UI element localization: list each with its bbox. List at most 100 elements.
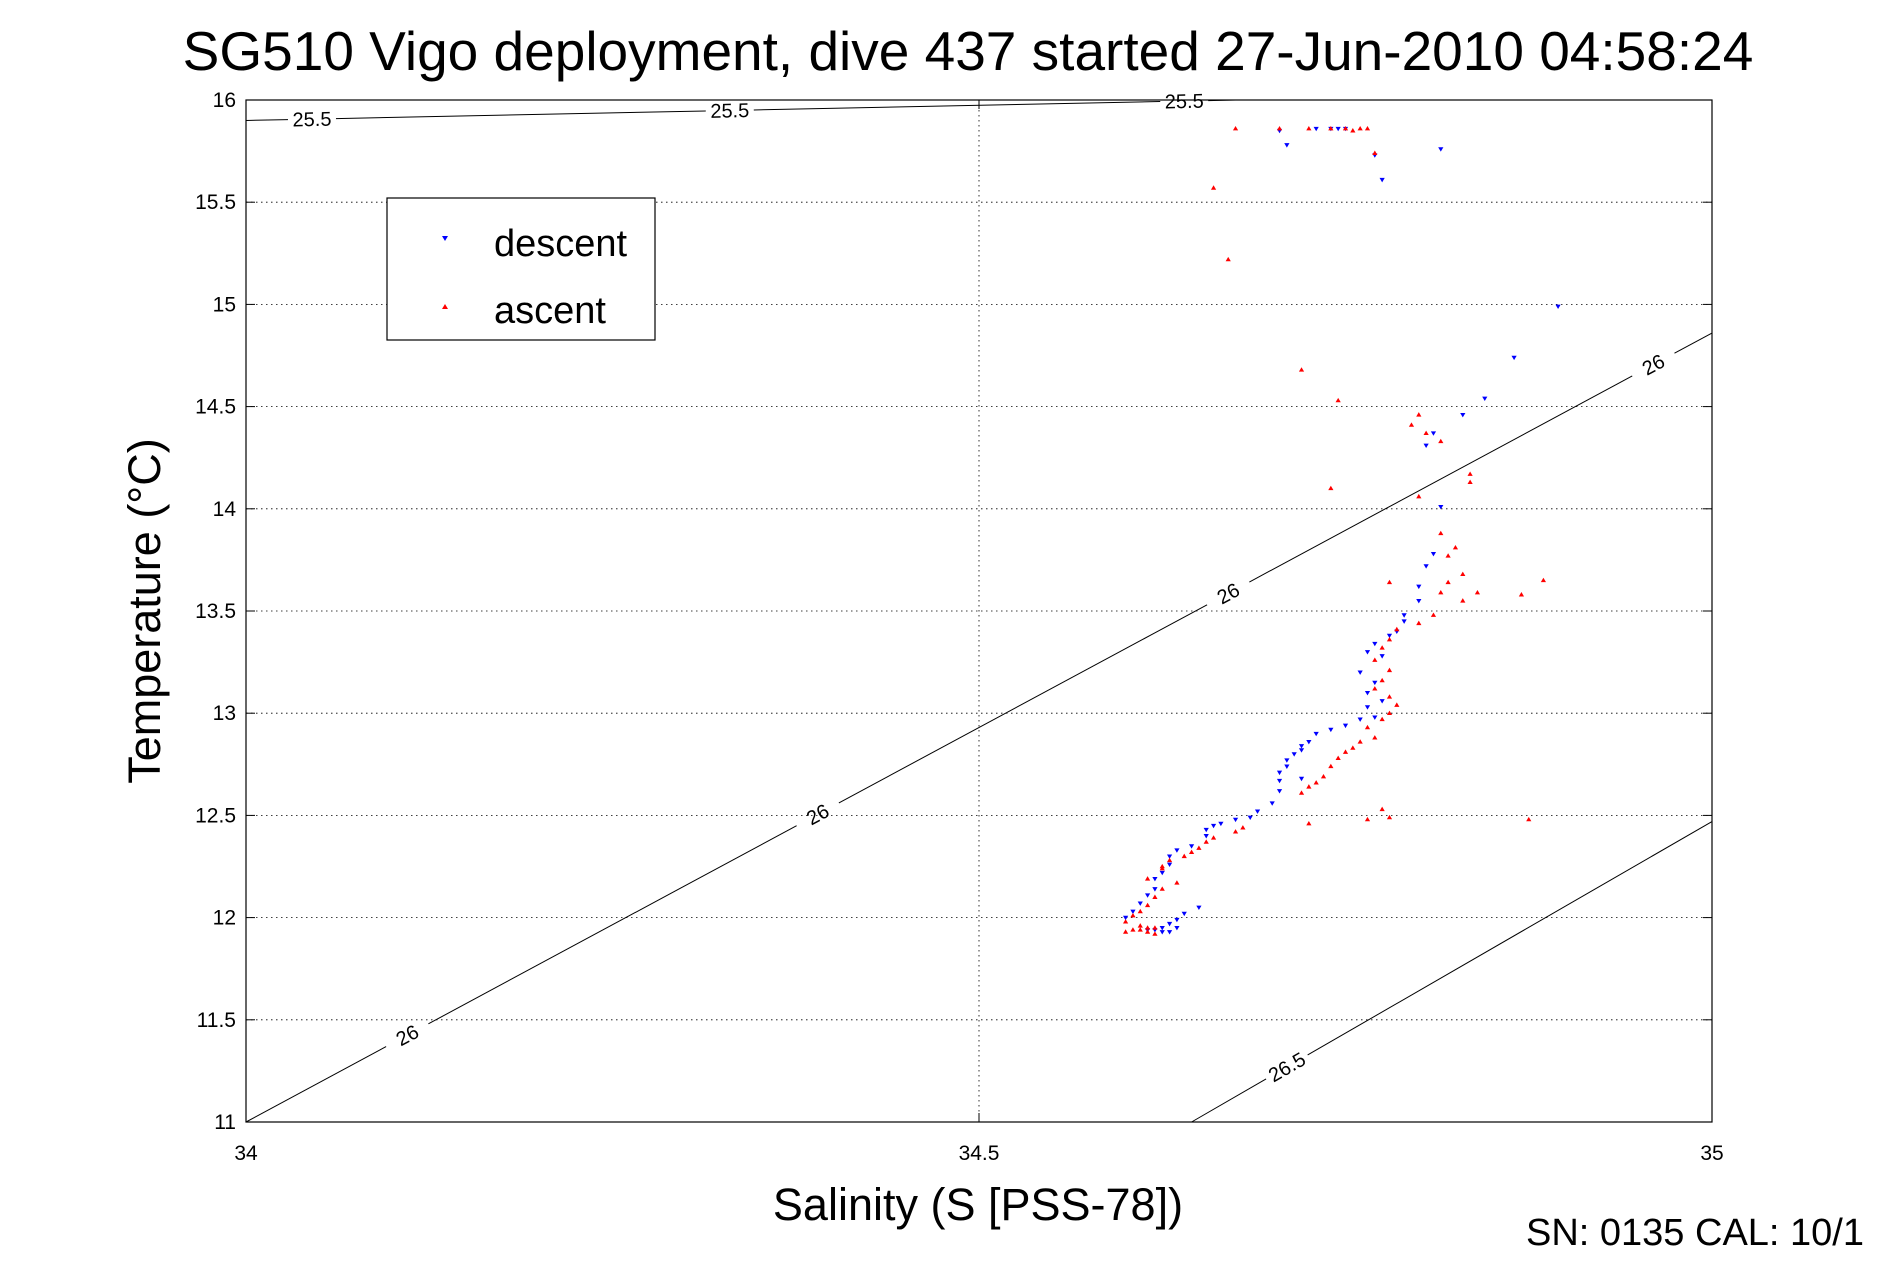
ascent-point xyxy=(1320,773,1327,779)
ascent-point xyxy=(1386,814,1393,820)
contour-line-segment xyxy=(245,119,288,121)
descent-point xyxy=(1269,801,1275,806)
ascent-point xyxy=(1152,894,1158,899)
descent-point xyxy=(1438,504,1444,510)
ascent-point xyxy=(1386,710,1393,715)
descent-point xyxy=(1291,752,1297,757)
contour-label: 25.5 xyxy=(1165,91,1204,114)
ascent-point xyxy=(1137,908,1143,914)
ascent-point xyxy=(1210,185,1217,190)
descent-point xyxy=(1386,633,1393,639)
descent-point xyxy=(1357,717,1363,722)
ascent-point xyxy=(1445,553,1451,558)
ascent-point xyxy=(1438,438,1444,444)
legend: descent ascent xyxy=(386,197,656,341)
descent-point xyxy=(1328,727,1334,733)
descent-point xyxy=(1482,396,1488,402)
ascent-point xyxy=(1372,735,1378,740)
ascent-point xyxy=(1386,694,1393,699)
ascent-point xyxy=(1430,612,1437,617)
descent-point xyxy=(1423,443,1429,449)
descent-point xyxy=(1159,926,1165,931)
ascent-point xyxy=(1335,755,1341,760)
y-tick-label: 15.5 xyxy=(195,191,236,214)
ascent-point xyxy=(1460,571,1466,577)
ascent-point xyxy=(1152,931,1158,936)
descent-point xyxy=(1313,126,1319,132)
ascent-point xyxy=(1328,485,1334,491)
descent-point xyxy=(1232,817,1239,823)
ascent-point xyxy=(1298,790,1305,795)
x-tick-label: 35 xyxy=(1700,1142,1723,1165)
y-tick-label: 11 xyxy=(214,1111,236,1134)
ascent-point xyxy=(1372,657,1378,662)
ascent-point xyxy=(1540,577,1547,583)
ascent-point xyxy=(1144,902,1151,908)
ascent-point xyxy=(1174,880,1180,885)
descent-point xyxy=(1438,147,1444,152)
descent-point xyxy=(1188,844,1195,849)
descent-point xyxy=(1379,177,1385,183)
ascent-point xyxy=(1328,763,1334,769)
ascent-point xyxy=(1203,839,1209,844)
descent-point xyxy=(1166,921,1173,927)
x-axis-label: Salinity (S [PSS-78]) xyxy=(773,1179,1183,1230)
contour-label: 25.5 xyxy=(292,109,331,132)
ascent-point xyxy=(1460,598,1466,603)
descent-point xyxy=(1460,412,1466,418)
ascent-point xyxy=(1467,471,1473,476)
contour-line-segment xyxy=(428,825,797,1025)
contour-line-segment xyxy=(1307,821,1713,1056)
contour-line-segment xyxy=(245,1046,387,1123)
descent-point xyxy=(1137,901,1143,906)
descent-point xyxy=(1276,778,1283,784)
ascent-point xyxy=(1394,702,1400,707)
ascent-point xyxy=(1313,780,1319,785)
ascent-point xyxy=(1379,806,1385,812)
ascent-point xyxy=(1130,912,1136,918)
y-tick-label: 12 xyxy=(213,907,236,930)
descent-point xyxy=(1430,551,1437,557)
ascent-point xyxy=(1408,422,1415,427)
legend-ascent-label: ascent xyxy=(494,290,606,332)
x-tick-label: 34 xyxy=(234,1142,258,1165)
descent-point xyxy=(1511,355,1517,361)
legend-box xyxy=(386,197,656,341)
ascent-point xyxy=(1137,923,1143,928)
ascent-point xyxy=(1518,592,1525,597)
descent-point xyxy=(1372,680,1378,686)
ascent-point xyxy=(1416,493,1422,499)
descent-point xyxy=(1379,699,1385,704)
ascent-point xyxy=(1276,126,1283,131)
descent-point xyxy=(1313,731,1319,737)
descent-point xyxy=(1364,705,1371,710)
descent-point xyxy=(1401,613,1407,618)
descent-point xyxy=(1196,905,1202,910)
ascent-point xyxy=(1130,927,1136,932)
ascent-point xyxy=(1357,126,1363,131)
ascent-point xyxy=(1386,667,1393,673)
contour-line-segment xyxy=(1191,1078,1267,1123)
ascent-point xyxy=(1159,886,1165,891)
descent-point xyxy=(1379,654,1385,659)
descent-point xyxy=(1372,641,1378,647)
ascent-point xyxy=(1328,126,1334,131)
contour-line-segment xyxy=(1249,375,1633,583)
descent-point xyxy=(1166,930,1173,935)
descent-point xyxy=(1174,848,1180,853)
legend-descent-marker xyxy=(442,236,448,241)
chart-title: SG510 Vigo deployment, dive 437 started … xyxy=(183,20,1754,82)
descent-point xyxy=(1284,764,1290,769)
ascent-point xyxy=(1298,367,1305,372)
y-tick-label: 11.5 xyxy=(197,1009,236,1032)
ascent-point xyxy=(1526,816,1532,822)
ascent-point xyxy=(1232,126,1239,131)
contour-label: 26 xyxy=(1639,350,1669,380)
ascent-point xyxy=(1394,626,1400,632)
descent-point xyxy=(1247,815,1253,821)
y-tick-label: 14.5 xyxy=(195,396,236,419)
ascent-point xyxy=(1438,590,1444,595)
ascent-point xyxy=(1342,749,1349,754)
descent-point xyxy=(1181,911,1187,917)
